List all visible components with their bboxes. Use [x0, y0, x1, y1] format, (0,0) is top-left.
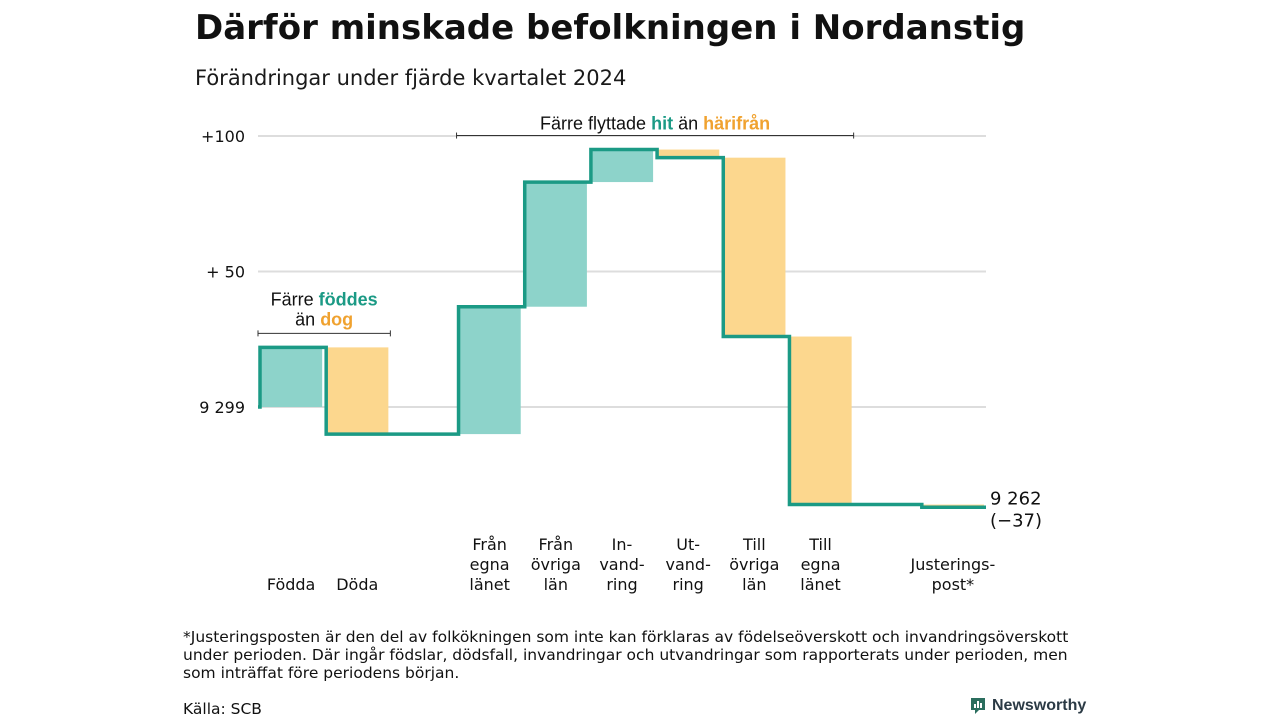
category-label: övriga — [729, 555, 779, 574]
annotation-label: Färre flyttade hit än härifrån — [540, 114, 770, 134]
end-value-label: (−37) — [990, 510, 1042, 531]
y-tick-label: 9 299 — [199, 398, 245, 417]
footnote: *Justeringsposten är den del av folkökni… — [183, 628, 1069, 682]
waterfall-chart: +100+ 509 299 Födda DödaFrånegnalänetFrån… — [199, 114, 1042, 594]
category-label: Ut- — [676, 535, 700, 554]
step-line — [258, 147, 986, 510]
chart-title: Därför minskade befolkningen i Nordansti… — [195, 8, 1026, 48]
source-note: Källa: SCB — [183, 700, 262, 718]
annotation-text: än — [673, 114, 703, 134]
waterfall-bar — [590, 149, 654, 183]
category-label: ring — [606, 575, 637, 594]
category-label: Till — [742, 535, 766, 554]
category-label: Från — [472, 535, 507, 554]
annotation-text: än — [295, 309, 320, 329]
bars — [260, 149, 984, 508]
category-label: post* — [932, 575, 975, 594]
waterfall-bar — [260, 347, 323, 407]
waterfall-bar — [326, 347, 389, 435]
category-label: län — [742, 575, 766, 594]
category-label: Till — [808, 535, 832, 554]
y-tick-label: +100 — [201, 127, 245, 146]
end-label: 9 262(−37) — [990, 488, 1042, 531]
category-label: egna — [801, 555, 841, 574]
category-label: övriga — [531, 555, 581, 574]
category-label: egna — [470, 555, 510, 574]
annotation-text: Färre — [271, 289, 319, 309]
category-label: vand- — [599, 555, 644, 574]
population-step-line — [258, 147, 986, 510]
category-label: län — [544, 575, 568, 594]
annotation-label: än dog — [295, 309, 353, 329]
chart-subtitle: Förändringar under fjärde kvartalet 2024 — [195, 66, 627, 90]
waterfall-bar — [789, 336, 852, 505]
end-value-label: 9 262 — [990, 488, 1042, 509]
category-label: länet — [469, 575, 510, 594]
annotation-keyword: hit — [651, 114, 673, 134]
brand-logo: Newsworthy — [970, 697, 1086, 715]
category-labels: Födda DödaFrånegnalänetFrånövrigalänIn-va… — [267, 535, 995, 594]
category-label: Döda — [336, 575, 378, 594]
category-label: Födda — [267, 575, 316, 594]
waterfall-bar — [723, 157, 786, 337]
brand-name: Newsworthy — [992, 697, 1087, 714]
category-label: ring — [673, 575, 704, 594]
y-tick-label: + 50 — [206, 263, 245, 282]
annotation-text: Färre flyttade — [540, 114, 651, 134]
category-label: In- — [612, 535, 633, 554]
waterfall-bar — [524, 182, 587, 307]
y-axis-ticks: +100 + 50 9 299 — [199, 127, 245, 417]
category-label: vand- — [666, 555, 711, 574]
annotation-keyword: föddes — [319, 289, 378, 309]
category-label: länet — [800, 575, 841, 594]
annotation-label: Färre föddes — [271, 289, 378, 309]
annotation-keyword: härifrån — [703, 114, 770, 134]
waterfall-bar — [657, 149, 720, 158]
category-label: Från — [539, 535, 574, 554]
newsworthy-logo-icon — [971, 698, 985, 714]
category-label: Justerings- — [910, 555, 996, 574]
waterfall-bar — [458, 306, 521, 435]
annotation-keyword: dog — [320, 309, 353, 329]
